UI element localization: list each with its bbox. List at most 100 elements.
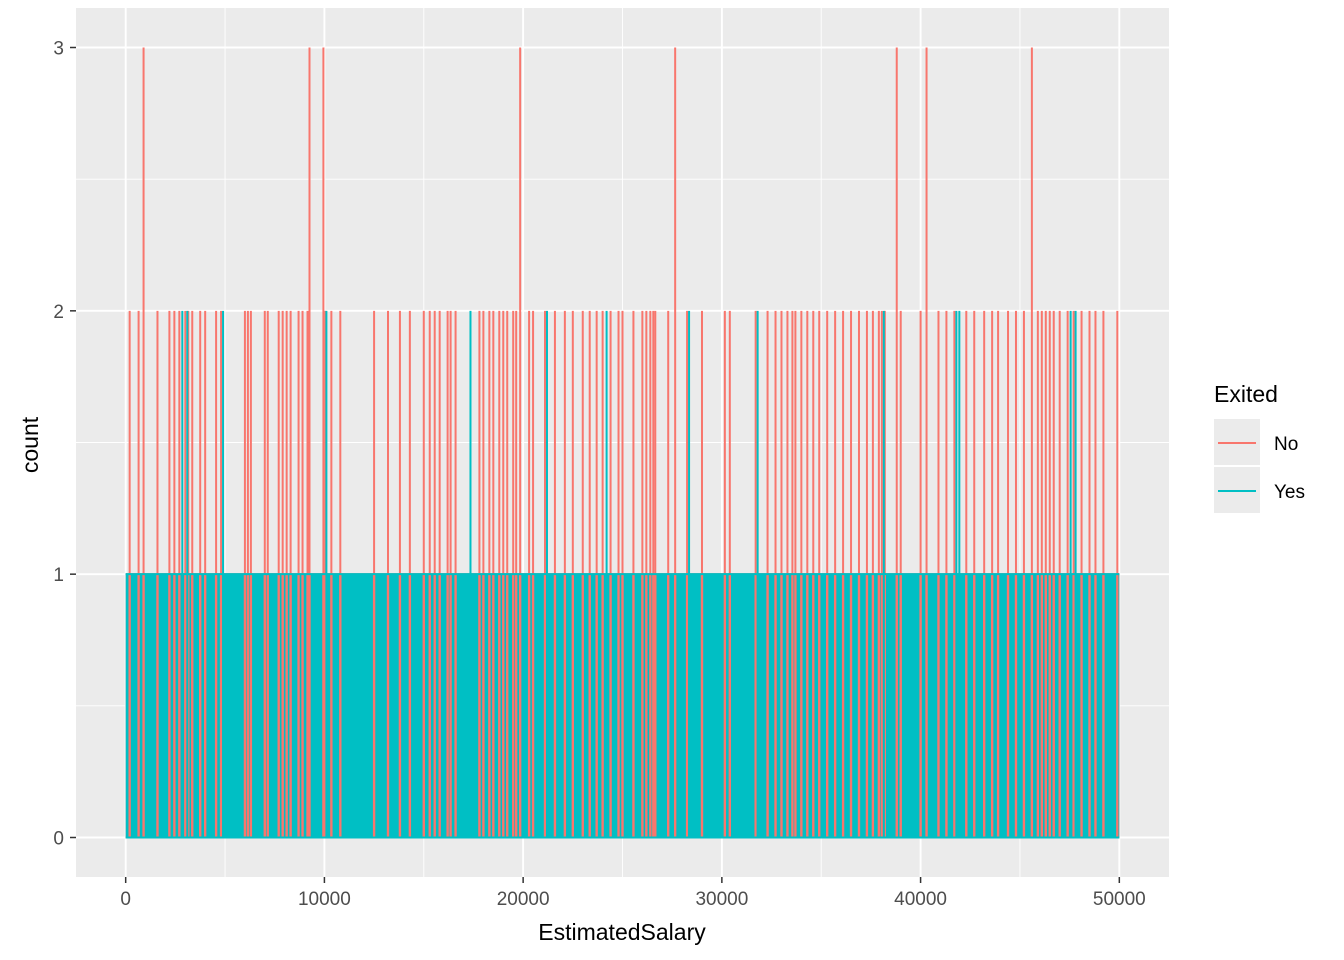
series-yes-dense-band [456,574,479,838]
series-yes-dense-band [279,574,282,838]
x-axis-title: EstimatedSalary [538,919,706,945]
legend-items: No Yes [1214,419,1305,513]
series-yes-dense-band [768,574,775,838]
series-yes-dense-band [193,574,200,838]
series-yes-dense-band [480,574,483,838]
series-yes-dense-band [534,574,544,838]
series-yes-dense-band [634,574,642,838]
series-yes-dense-band [424,574,429,838]
series-yes-dense-band [860,574,866,838]
series-yes-dense-band [844,574,850,838]
series-yes-dense-band [776,574,781,838]
series-yes-dense-band [1060,574,1067,838]
series-yes-dense-band [1046,574,1049,838]
series-yes-dense-band [430,574,434,838]
series-yes-dense-band [597,574,602,838]
y-tick-label: 2 [53,302,64,323]
series-yes [125,310,1120,839]
series-yes-dense-band [656,574,668,838]
y-tick-label: 1 [53,565,64,586]
series-yes-dense-band [170,574,174,838]
series-yes-dense-band [619,574,622,838]
x-tick-label: 0 [120,889,131,910]
series-yes-dense-band [880,574,881,838]
series-yes-dense-band [1033,574,1037,838]
series-yes-dense-band [901,574,920,838]
series-yes-dense-band [796,574,801,838]
series-yes-dense-band [921,574,926,838]
series-yes-dense-band [144,574,157,838]
legend-title: Exited [1214,381,1278,407]
series-yes-dense-band [310,574,323,838]
series-yes-dense-band [508,574,513,838]
series-yes-dense-band [836,574,842,838]
series-yes-dense-band [808,574,813,838]
series-yes-dense-band [332,574,340,838]
series-yes-dense-band [1082,574,1089,838]
series-no [125,47,1120,839]
series-yes-dense-band [927,574,938,838]
series-yes-dense-band [820,574,826,838]
y-axis-ticks: 0 1 2 3 [53,39,76,850]
series-yes-dense-band [828,574,834,838]
series-yes-dense-band [756,574,767,838]
series-yes-dense-band [611,574,618,838]
series-yes-dense-band [1009,574,1015,838]
series-yes-dense-band [246,574,247,838]
series-yes-dense-band [1017,574,1023,838]
series-yes-dense-band [175,574,179,838]
series-yes-dense-band [268,574,278,838]
legend-label: No [1274,434,1298,455]
series-yes-dense-band [886,574,896,838]
series-yes-dense-band [490,574,493,838]
series-yes-dense-band [249,574,250,838]
series-yes-dense-band [517,574,519,838]
x-tick-label: 20000 [497,889,550,910]
series-yes-dense-band [975,574,983,838]
series-yes-dense-band [985,574,991,838]
series-yes-dense-band [623,574,633,838]
series-yes-dense-band [703,574,724,838]
series-yes-dense-band [852,574,858,838]
series-yes-dense-band [448,574,450,838]
series-yes-dense-band [222,574,244,838]
series-yes-dense-band [130,574,138,838]
series-yes-dense-band [504,574,507,838]
series-yes-dense-band [897,574,900,838]
series-yes-dense-band [341,574,373,838]
series-yes-dense-band [139,574,143,838]
legend-label: Yes [1274,482,1305,503]
series-yes-dense-band [326,574,331,838]
legend-item-yes: Yes [1214,467,1305,513]
series-yes-dense-band [1050,574,1053,838]
series-yes-dense-band [1104,574,1117,838]
series-yes-dense-band [303,574,307,838]
series-yes-dense-band [189,574,192,838]
series-yes-dense-band [265,574,267,838]
series-yes-dense-band [299,574,302,838]
series-yes-dense-band [521,574,528,838]
series-yes-dense-band [788,574,792,838]
series-yes-dense-band [590,574,596,838]
series-yes-dense-band [556,574,564,838]
y-axis-title: count [17,416,43,473]
series-yes-dense-band [484,574,489,838]
series-yes-dense-band [726,574,729,838]
series-yes-dense-band [252,574,264,838]
series-yes-dense-band [574,574,582,838]
series-yes-dense-band [782,574,787,838]
y-tick-label: 3 [53,39,64,60]
series-yes-dense-band [206,574,215,838]
series-yes-dense-band [1025,574,1031,838]
series-yes-dense-band [451,574,455,838]
x-axis-ticks: 0 10000 20000 30000 40000 50000 [120,877,1146,910]
series-yes-dense-band [440,574,447,838]
series-yes-dense-band [1118,574,1120,838]
series-yes-dense-band [401,574,409,838]
series-yes-dense-band [1043,574,1045,838]
series-yes-dense-band [647,574,650,838]
series-yes-dense-band [217,574,220,838]
x-tick-label: 50000 [1093,889,1146,910]
series-yes-dense-band [514,574,515,838]
